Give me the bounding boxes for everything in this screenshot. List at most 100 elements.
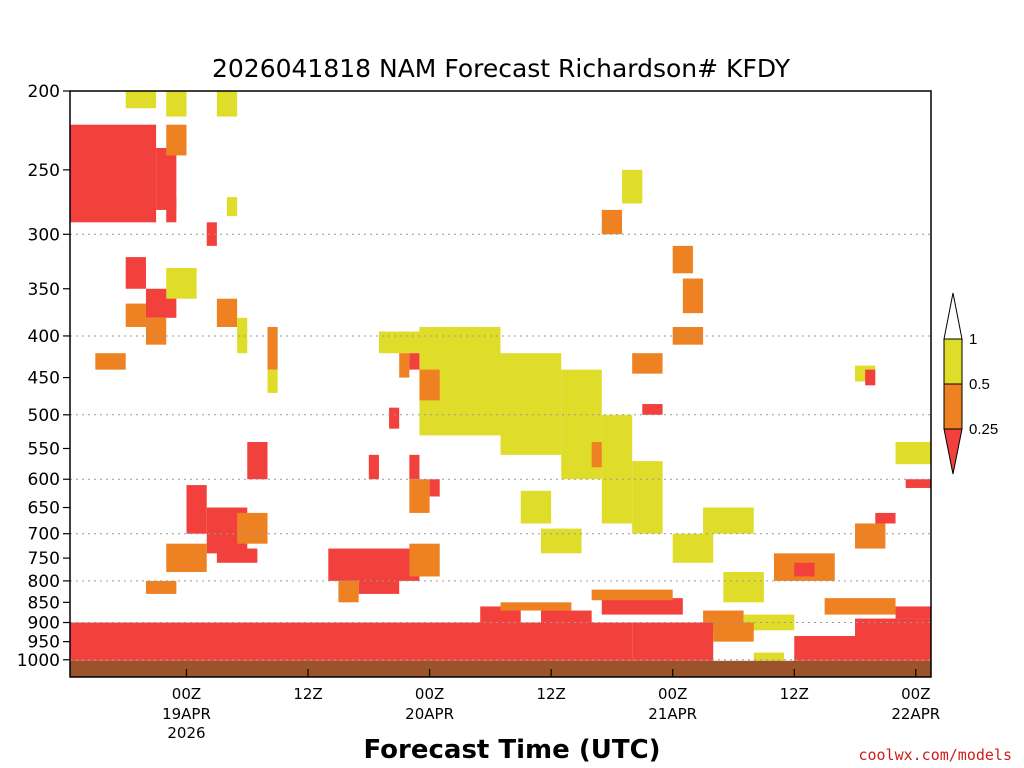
x-tick-date-4: 21APR <box>648 705 697 723</box>
y-axis: 200 250 300 350 400 450 500 550 600 650 700 750 8008… <box>17 82 70 671</box>
heatmap-cell-red-50 <box>216 548 258 563</box>
heatmap-cell-red-54 <box>409 454 420 480</box>
heatmap-cell-red-57 <box>429 479 440 497</box>
heatmap-cell-yellow-62 <box>672 533 714 563</box>
ground-fill <box>70 660 931 677</box>
heatmap-cell-orange-47 <box>237 512 268 544</box>
heatmap-cell-orange-15 <box>216 298 238 328</box>
heatmap-cell-red-8 <box>125 257 146 289</box>
heatmap-cell-red-73 <box>632 622 714 661</box>
heatmap-cell-yellow-26 <box>632 461 663 534</box>
heatmap-cell-red-45 <box>186 485 207 534</box>
y-tick-label-900: 900 <box>28 614 60 634</box>
heatmap-cell-orange-20 <box>399 353 410 378</box>
heatmap-cell-orange-74 <box>713 622 754 642</box>
heatmap-cell-orange-28 <box>591 442 602 468</box>
heatmap-cell-yellow-2 <box>125 91 157 109</box>
y-tick-label-300: 300 <box>28 225 60 245</box>
heatmap-cell-red-76 <box>855 618 931 637</box>
heatmap-cell-yellow-44 <box>895 442 931 465</box>
heatmap-cell-red-41 <box>875 512 896 524</box>
heatmap-cell-yellow-19 <box>378 331 420 354</box>
heatmap-cell-yellow-18 <box>267 369 278 393</box>
y-tick-label-650: 650 <box>28 499 60 519</box>
y-tick-label-600: 600 <box>28 470 60 490</box>
heatmap-cell-orange-35 <box>632 353 663 374</box>
y-tick-label-250: 250 <box>28 161 60 181</box>
heatmap-cell-red-75 <box>794 636 931 661</box>
heatmap-cell-orange-17 <box>267 327 278 370</box>
x-tick-date-6: 22APR <box>891 705 940 723</box>
heatmap-cell-orange-31 <box>601 209 623 235</box>
heatmap-cell-orange-12 <box>95 353 126 370</box>
x-tick-label-6: 00Z <box>901 685 930 703</box>
heatmap-cell-orange-32 <box>672 245 693 274</box>
heatmap-cell-yellow-65 <box>743 614 795 631</box>
legend-label-2: 0.25 <box>969 421 998 438</box>
x-tick-date-0: 19APR <box>162 705 211 723</box>
heatmap-cell-yellow-7 <box>227 197 238 217</box>
x-tick-label-3: 12Z <box>536 685 565 703</box>
heatmap-cell-red-14 <box>206 222 217 246</box>
heatmap-cell-yellow-13 <box>166 267 197 299</box>
heatmap-cell-red-29 <box>389 407 400 429</box>
y-tick-label-750: 750 <box>28 549 60 569</box>
heatmap-cell-red-56 <box>368 454 379 480</box>
heatmap-cell-orange-49 <box>166 543 207 572</box>
heatmap-cell-orange-58 <box>338 580 359 603</box>
x-tick-label-1: 12Z <box>293 685 322 703</box>
y-tick-label-450: 450 <box>28 369 60 389</box>
legend-swatch-bottom <box>943 428 963 475</box>
x-tick-date-2: 20APR <box>405 705 454 723</box>
y-tick-label-950: 950 <box>28 633 60 653</box>
heatmap-cell-red-68 <box>541 610 592 623</box>
heatmap-cell-orange-70 <box>500 602 572 611</box>
x-tick-year-0: 2026 <box>167 724 205 742</box>
heatmap-cell-orange-33 <box>682 278 704 314</box>
heatmap-cell-orange-34 <box>672 327 704 345</box>
heatmap-cell-orange-71 <box>591 589 673 601</box>
heatmap-cell-red-48 <box>247 442 268 480</box>
plot-frame <box>69 90 932 678</box>
heatmap-cell-yellow-16 <box>237 317 248 354</box>
x-axis-label: Forecast Time (UTC) <box>363 735 660 765</box>
heatmap-cell-red-52 <box>358 571 400 594</box>
heatmap-cell-yellow-30 <box>622 169 643 204</box>
heatmap-cell-red-39 <box>905 479 931 488</box>
y-tick-label-700: 700 <box>28 525 60 545</box>
x-tick-label-0: 00Z <box>172 685 201 703</box>
y-tick-label-500: 500 <box>28 406 60 426</box>
heatmap-cells <box>70 91 931 677</box>
legend-swatch-yellow <box>943 338 963 385</box>
heatmap-cell-red-77 <box>895 606 931 619</box>
heatmap-cell-red-69 <box>601 598 683 615</box>
plot-area <box>69 90 932 678</box>
heatmap-cell-orange-59 <box>145 580 177 594</box>
color-legend: 1 0.5 0.25 <box>943 292 998 475</box>
heatmap-cell-orange-55 <box>409 479 430 513</box>
y-tick-label-350: 350 <box>28 280 60 300</box>
x-tick-label-2: 00Z <box>415 685 444 703</box>
y-tick-label-550: 550 <box>28 439 60 459</box>
heatmap-cell-yellow-3 <box>166 91 187 117</box>
y-tick-label-1000: 1000 <box>17 651 60 671</box>
heatmap-cell-yellow-79 <box>753 652 785 661</box>
heatmap-cell-yellow-66 <box>723 571 764 603</box>
y-tick-label-400: 400 <box>28 327 60 347</box>
credit-text[interactable]: coolwx.com/models <box>858 746 1012 764</box>
x-tick-label-4: 00Z <box>658 685 687 703</box>
x-tick-label-5: 12Z <box>780 685 809 703</box>
legend-label-1: 0.5 <box>969 376 990 393</box>
legend-swatch-orange <box>943 383 963 430</box>
heatmap-cell-red-38 <box>865 369 876 386</box>
heatmap-cell-orange-11 <box>145 317 167 345</box>
heatmap-cell-red-43 <box>794 562 815 577</box>
heatmap-cell-red-21 <box>409 353 420 370</box>
heatmap-cell-red-0 <box>70 124 157 223</box>
heatmap-cell-yellow-61 <box>541 528 582 554</box>
heatmap-cell-orange-78 <box>824 598 896 615</box>
legend-label-0: 1 <box>969 331 977 348</box>
heatmap-cell-red-5 <box>166 197 177 223</box>
heatmap-cell-yellow-23 <box>500 353 562 455</box>
